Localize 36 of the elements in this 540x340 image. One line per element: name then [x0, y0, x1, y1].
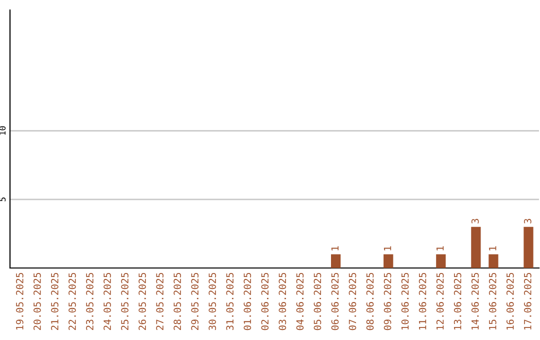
x-tick-label: 01.06.2025	[244, 272, 252, 330]
x-tick-label: 19.05.2025	[16, 272, 24, 330]
x-tick-label: 06.06.2025	[331, 272, 339, 330]
x-tick-label: 10.06.2025	[401, 272, 409, 330]
data-label: 3	[524, 218, 532, 224]
x-tick-label: 11.06.2025	[418, 272, 426, 330]
data-label: 1	[489, 246, 496, 250]
x-tick-label: 12.06.2025	[436, 272, 444, 330]
x-tick-label: 09.06.2025	[384, 272, 392, 330]
x-tick-label: 29.05.2025	[191, 272, 199, 330]
x-tick-label: 17.06.2025	[524, 272, 532, 330]
x-tick-label: 16.06.2025	[506, 272, 514, 330]
data-label: 3	[471, 218, 479, 224]
data-label: 1	[384, 246, 392, 250]
x-tick-label: 30.05.2025	[208, 272, 216, 330]
x-tick-label: 08.06.2025	[366, 272, 374, 330]
x-tick-label: 26.05.2025	[138, 272, 146, 330]
x-tick-label: 23.05.2025	[86, 272, 94, 330]
x-tick-label: 15.06.2025	[488, 272, 496, 330]
x-tick-label: 05.06.2025	[314, 272, 322, 330]
x-tick-label: 13.06.2025	[454, 272, 462, 330]
x-tick-label: 31.05.2025	[226, 272, 234, 330]
x-tick-label: 02.06.2025	[261, 272, 269, 330]
x-tick-label: 24.05.2025	[104, 272, 111, 330]
x-tick-label: 27.05.2025	[156, 272, 164, 330]
x-tick-label: 22.05.2025	[68, 272, 76, 330]
x-tick-label: 25.05.2025	[121, 272, 128, 330]
x-tick-label: 03.06.2025	[278, 272, 286, 330]
x-tick-label: 07.06.2025	[348, 272, 356, 330]
x-tick-label: 21.05.2025	[51, 272, 58, 330]
x-tick-label: 14.06.2025	[471, 272, 479, 330]
x-tick-label: 04.06.2025	[296, 272, 304, 330]
data-label: 1	[331, 246, 339, 250]
x-tick-label: 28.05.2025	[174, 272, 182, 330]
x-tick-label: 20.05.2025	[34, 272, 41, 330]
data-label: 1	[436, 246, 444, 250]
